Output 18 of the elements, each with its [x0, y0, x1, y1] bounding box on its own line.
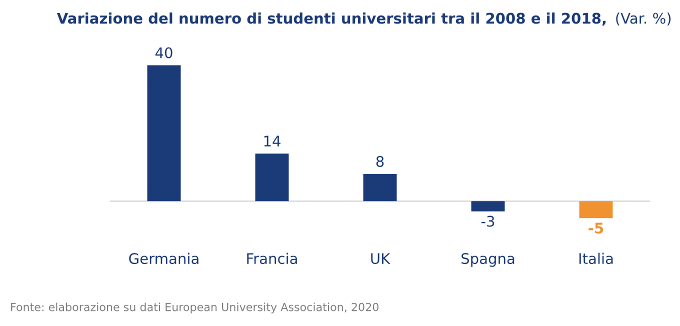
chart-subtitle: (Var. %) — [616, 12, 671, 26]
data-label: -3 — [481, 216, 494, 227]
bar — [255, 154, 289, 202]
data-label: 14 — [264, 136, 280, 146]
chart-title: Variazione del numero di studenti universitari tra il 2008 e il 2018, — [56, 12, 606, 26]
data-label: -5 — [588, 222, 604, 234]
bar — [147, 65, 181, 202]
bar — [579, 201, 613, 218]
bar — [471, 201, 505, 212]
source-note: Fonte: elaborazione su dati European University Association, 2020 — [11, 302, 378, 314]
x-tick-label: Italia — [579, 252, 613, 264]
x-tick-label: Germania — [129, 252, 198, 264]
x-tick-label: UK — [371, 253, 390, 264]
x-tick-label: Francia — [247, 252, 297, 264]
x-tick-label: Spagna — [462, 253, 514, 267]
data-label: 40 — [155, 47, 172, 58]
bar — [363, 174, 397, 202]
data-label: 8 — [376, 156, 384, 167]
